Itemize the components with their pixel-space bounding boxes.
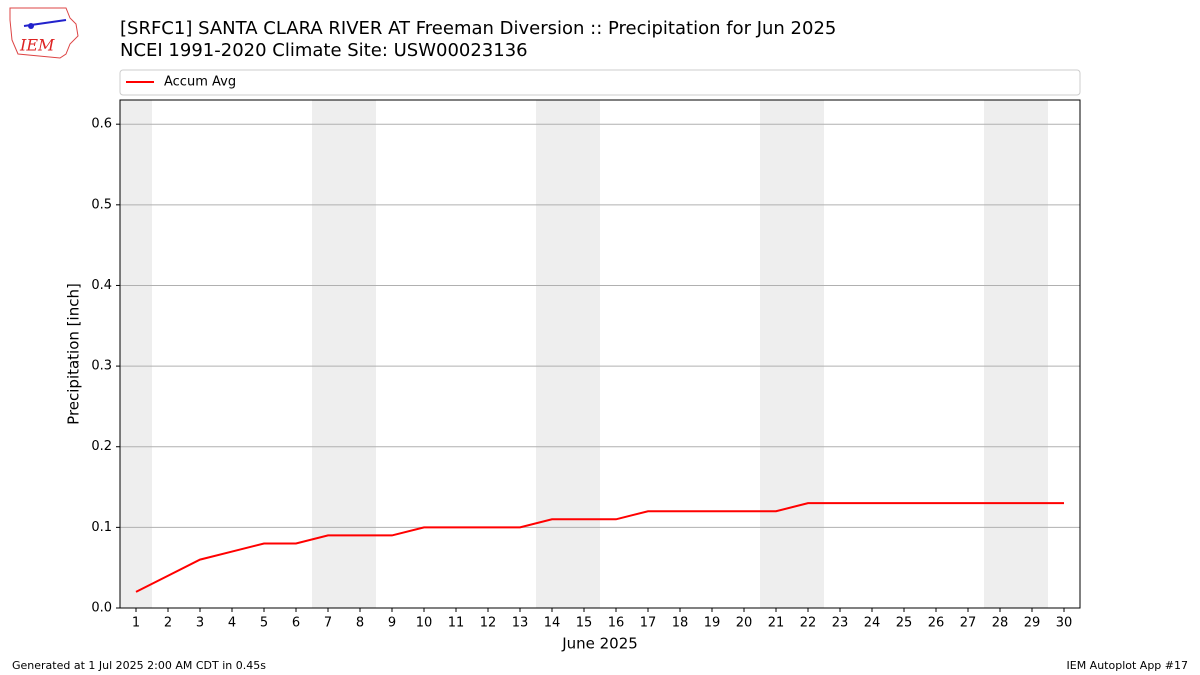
x-tick-label: 27 (960, 616, 977, 631)
x-tick-label: 11 (448, 616, 465, 631)
y-tick-label: 0.3 (91, 359, 112, 374)
legend-box (119, 69, 1081, 96)
weekend-shade (760, 100, 792, 608)
weekend-shade (568, 100, 600, 608)
x-tick-label: 22 (800, 616, 817, 631)
x-tick-label: 29 (1024, 616, 1041, 631)
x-tick-label: 15 (576, 616, 593, 631)
x-tick-label: 19 (704, 616, 721, 631)
x-tick-label: 17 (640, 616, 657, 631)
x-tick-label: 28 (992, 616, 1009, 631)
x-tick-label: 13 (512, 616, 529, 631)
x-tick-label: 24 (864, 616, 881, 631)
y-axis-label: Precipitation [inch] (65, 283, 83, 425)
weekend-shade (1016, 100, 1048, 608)
x-tick-label: 3 (196, 616, 204, 631)
x-tick-label: 8 (356, 616, 364, 631)
x-tick-label: 26 (928, 616, 945, 631)
logo: IEM (9, 7, 79, 59)
x-tick-label: 6 (292, 616, 300, 631)
weekend-shade (536, 100, 568, 608)
y-tick-label: 0.5 (91, 197, 112, 212)
weekend-shade (120, 100, 152, 608)
weekend-shade (344, 100, 376, 608)
x-tick-label: 4 (228, 616, 236, 631)
footer-left: Generated at 1 Jul 2025 2:00 AM CDT in 0… (12, 659, 266, 672)
x-tick-label: 30 (1056, 616, 1073, 631)
weekend-shade (792, 100, 824, 608)
x-tick-label: 25 (896, 616, 913, 631)
footer-right: IEM Autoplot App #17 (1067, 659, 1189, 672)
x-tick-label: 21 (768, 616, 785, 631)
x-tick-label: 2 (164, 616, 172, 631)
x-tick-label: 7 (324, 616, 332, 631)
weekend-shade (984, 100, 1016, 608)
y-tick-label: 0.4 (91, 278, 112, 293)
x-tick-label: 18 (672, 616, 689, 631)
chart-subtitle: NCEI 1991-2020 Climate Site: USW00023136 (120, 40, 528, 61)
x-tick-label: 14 (544, 616, 561, 631)
x-axis-label: June 2025 (561, 635, 638, 653)
y-tick-label: 0.1 (91, 520, 112, 535)
y-tick-label: 0.2 (91, 439, 112, 454)
weekend-shade (312, 100, 344, 608)
x-tick-label: 20 (736, 616, 753, 631)
x-tick-label: 9 (388, 616, 396, 631)
x-tick-label: 1 (132, 616, 140, 631)
y-tick-label: 0.6 (91, 117, 112, 132)
x-tick-label: 10 (416, 616, 433, 631)
series-line (135, 502, 1064, 593)
plot-frame (119, 99, 1081, 609)
legend-label: Accum Avg (164, 75, 236, 90)
x-tick-label: 5 (260, 616, 268, 631)
logo-text: IEM (19, 36, 55, 55)
x-tick-label: 23 (832, 616, 849, 631)
chart-title: [SRFC1] SANTA CLARA RIVER AT Freeman Div… (120, 18, 836, 39)
x-tick-label: 12 (480, 616, 497, 631)
logo-dot (28, 23, 34, 29)
x-tick-label: 16 (608, 616, 625, 631)
y-tick-label: 0.0 (91, 601, 112, 616)
